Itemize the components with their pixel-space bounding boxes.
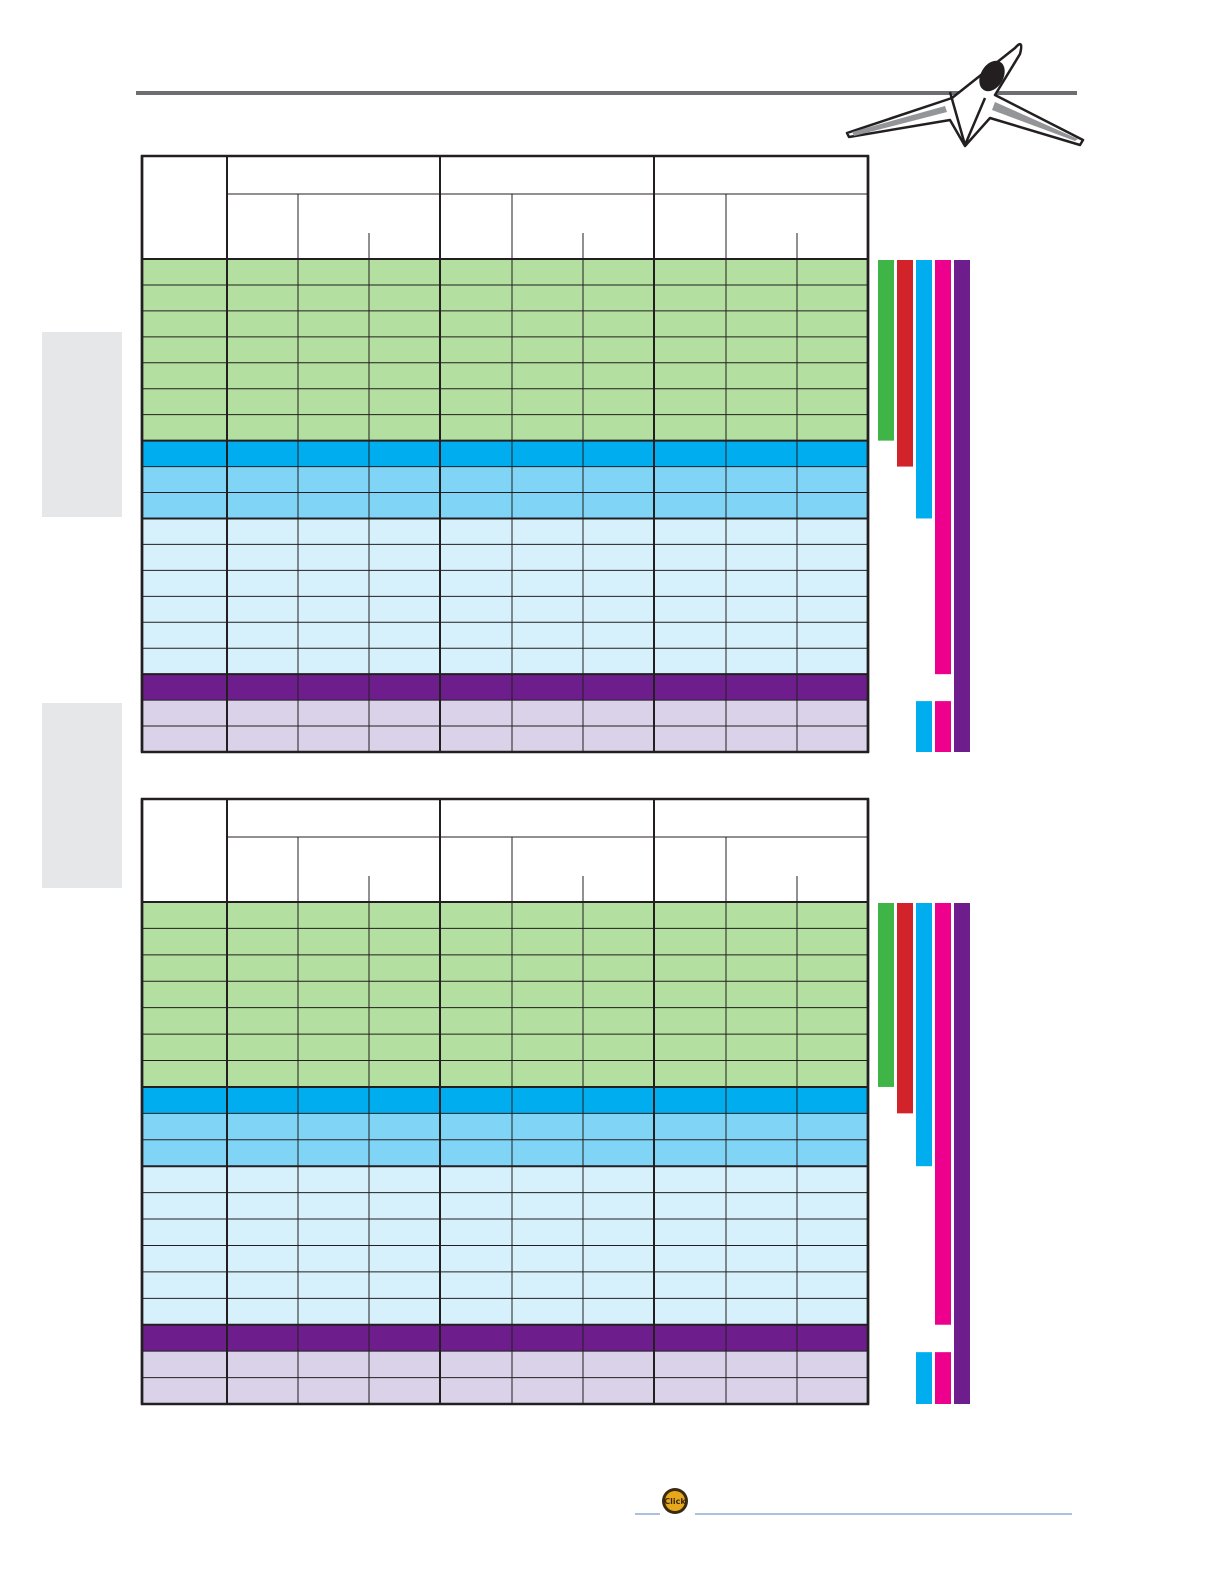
click-button-label: Click bbox=[664, 1497, 686, 1506]
table-row bbox=[142, 1034, 868, 1061]
table-row bbox=[142, 1245, 868, 1272]
table-row bbox=[142, 981, 868, 1008]
click-button-face bbox=[665, 1491, 685, 1511]
table-frame bbox=[140, 154, 870, 754]
table-row bbox=[142, 1007, 868, 1035]
table-row bbox=[142, 1086, 868, 1114]
table-row bbox=[142, 1139, 868, 1167]
table-row bbox=[142, 466, 868, 493]
indicator-bar bbox=[916, 1352, 932, 1404]
table-row bbox=[142, 336, 868, 363]
indicator-bar bbox=[916, 260, 932, 519]
table-row bbox=[142, 518, 868, 545]
table-row bbox=[142, 440, 868, 467]
table-row bbox=[142, 544, 868, 571]
indicator-bar bbox=[916, 701, 932, 752]
table-row bbox=[142, 388, 868, 415]
table-row bbox=[142, 1298, 868, 1325]
plane-illustration bbox=[845, 42, 1085, 148]
side-tab bbox=[42, 332, 122, 517]
table-row bbox=[142, 1351, 868, 1378]
indicator-bar bbox=[954, 903, 970, 1404]
table-row bbox=[142, 570, 868, 597]
click-button[interactable]: Click bbox=[662, 1488, 688, 1514]
table-row bbox=[142, 414, 868, 441]
indicator-bar bbox=[897, 903, 913, 1114]
table-row bbox=[142, 1271, 868, 1299]
table-row bbox=[142, 928, 868, 955]
table-row bbox=[142, 259, 868, 285]
table-frame bbox=[140, 797, 870, 1406]
table-row bbox=[142, 726, 868, 752]
indicator-bar bbox=[935, 260, 951, 675]
table-row bbox=[142, 700, 868, 727]
table-row bbox=[142, 648, 868, 675]
indicator-bar bbox=[878, 903, 894, 1087]
indicator-bar bbox=[935, 903, 951, 1325]
indicator-bar bbox=[897, 260, 913, 467]
table-row bbox=[142, 1324, 868, 1352]
side-tab bbox=[42, 703, 122, 888]
table-row bbox=[142, 622, 868, 649]
table-row bbox=[142, 284, 868, 311]
table-row bbox=[142, 1219, 868, 1246]
table-row bbox=[142, 1192, 868, 1220]
indicator-bar bbox=[916, 903, 932, 1167]
indicator-bar bbox=[954, 260, 970, 752]
table-row bbox=[142, 1377, 868, 1404]
table-row bbox=[142, 1113, 868, 1140]
table-row bbox=[142, 492, 868, 519]
table-row bbox=[142, 362, 868, 389]
indicator-bar bbox=[878, 260, 894, 441]
indicator-bar bbox=[935, 1352, 951, 1404]
table-row bbox=[142, 902, 868, 929]
table-row bbox=[142, 1060, 868, 1087]
table-row bbox=[142, 310, 868, 337]
table-row bbox=[142, 1166, 868, 1193]
table-row bbox=[142, 596, 868, 623]
table-row bbox=[142, 954, 868, 982]
indicator-bar bbox=[935, 701, 951, 752]
table-row bbox=[142, 674, 868, 701]
